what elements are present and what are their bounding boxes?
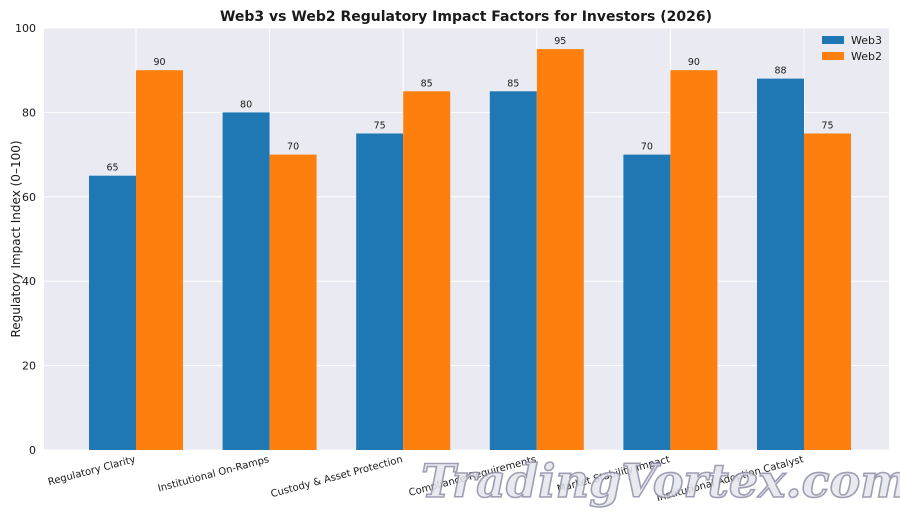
bar-web2: [670, 70, 718, 450]
plot-area: [44, 28, 889, 450]
bar-web2: [136, 70, 183, 450]
bar-value-label: 70: [641, 142, 653, 153]
y-tick-label: 80: [22, 106, 36, 119]
bar-value-label: 88: [774, 66, 786, 77]
y-tick-label: 60: [22, 191, 36, 204]
bar-web3: [356, 133, 404, 450]
bar-web2: [403, 91, 451, 451]
bar-web3: [89, 175, 136, 450]
bars: [89, 49, 851, 451]
bar-web2: [269, 154, 317, 450]
x-tick-label: Regulatory Clarity: [47, 454, 137, 488]
bar-value-label: 75: [821, 121, 833, 132]
bar-value-label: 70: [287, 142, 299, 153]
y-tick-label: 0: [29, 444, 36, 457]
bar-value-label: 95: [554, 36, 566, 47]
watermark-logo: TradingVortex.com: [421, 454, 900, 508]
legend-swatch-web3: [822, 36, 844, 44]
bar-value-label: 90: [153, 57, 165, 68]
legend-swatch-web2: [822, 52, 844, 60]
bar-value-label: 75: [374, 121, 386, 132]
legend-label-web2: Web2: [851, 50, 882, 63]
y-axis-label: Regulatory Impact Index (0–100): [9, 140, 23, 337]
bar-value-label: 90: [688, 57, 700, 68]
chart-title: Web3 vs Web2 Regulatory Impact Factors f…: [220, 9, 712, 25]
y-tick-label: 100: [15, 22, 36, 35]
x-tick-label: Institutional On-Ramps: [157, 454, 271, 494]
legend-label-web3: Web3: [851, 34, 882, 47]
data-labels: 65 80 75 85 70 88 90 70 85 95 90 75: [106, 36, 833, 174]
bar-value-label: 80: [240, 99, 252, 110]
bar-web3: [757, 78, 804, 450]
bar-value-label: 85: [507, 78, 519, 89]
bar-web3: [489, 91, 537, 451]
legend: Web3 Web2: [822, 34, 882, 63]
bar-web2: [536, 49, 584, 450]
bar-web3: [623, 154, 671, 450]
y-tick-label: 20: [22, 360, 36, 373]
bar-value-label: 65: [106, 163, 118, 174]
bar-web3: [222, 112, 270, 451]
y-tick-label: 40: [22, 275, 36, 288]
bar-web2: [804, 133, 851, 450]
x-tick-label: Custody & Asset Protection: [270, 454, 404, 500]
bar-value-label: 85: [421, 78, 433, 89]
y-axis-ticks: 0 20 40 60 80 100: [15, 22, 36, 457]
